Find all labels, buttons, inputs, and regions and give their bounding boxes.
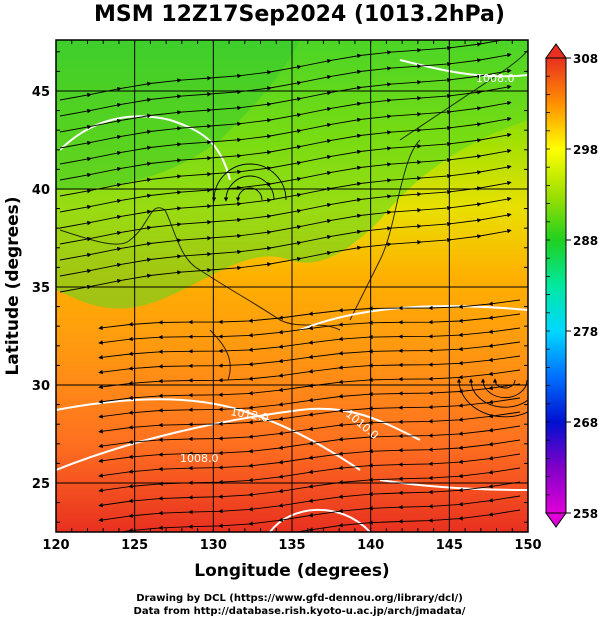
plot-area: 1012.0 1010.0 1008.0 1008.0 <box>56 40 528 532</box>
contour-label-3: 1008.0 <box>180 452 219 465</box>
x-tick-label: 145 <box>436 538 463 553</box>
x-tick-label: 140 <box>357 538 384 553</box>
wind-streamline <box>235 187 263 202</box>
colorbar: 308 298 288 278 268 258 <box>545 43 598 528</box>
footer-credit: Drawing by DCL (https://www.gfd-dennou.o… <box>136 593 463 604</box>
wind-streamline <box>480 378 528 399</box>
colorbar-tick-label: 288 <box>573 234 598 248</box>
y-tick-label: 30 <box>32 379 50 394</box>
chart-title: MSM 12Z17Sep2024 (1013.2hPa) <box>94 2 505 27</box>
y-tick-label: 45 <box>32 85 50 100</box>
y-axis-label: Latitude (degrees) <box>3 196 23 375</box>
colorbar-bottom-arrow <box>545 512 567 528</box>
colorbar-top-arrow <box>545 43 567 59</box>
y-tick-label: 35 <box>32 281 50 296</box>
wind-streamline <box>223 175 275 202</box>
wind-streamline <box>492 378 516 389</box>
x-axis-label: Longitude (degrees) <box>194 561 389 581</box>
wind-streamline <box>98 509 521 532</box>
y-tick-label: 25 <box>32 477 50 492</box>
colorbar-tick-label: 298 <box>573 143 598 157</box>
colorbar-tick-label: 278 <box>573 325 598 339</box>
footer-source: Data from http://database.rish.kyoto-u.a… <box>133 606 466 617</box>
colorbar-tick-label: 308 <box>573 52 598 66</box>
x-tick-label: 130 <box>200 538 227 553</box>
wind-streamline <box>456 378 528 418</box>
y-tick-label: 40 <box>32 183 50 198</box>
x-tick-label: 135 <box>278 538 305 553</box>
x-tick-label: 150 <box>514 538 541 553</box>
x-tick-label: 125 <box>121 538 148 553</box>
wind-streamline <box>468 378 528 408</box>
colorbar-tick-label: 258 <box>573 507 598 521</box>
colorbar-tick-label: 268 <box>573 416 598 430</box>
wind-streamline <box>211 163 287 202</box>
footer: Drawing by DCL (https://www.gfd-dennou.o… <box>0 592 599 618</box>
contour-label-4: 1008.0 <box>476 72 515 85</box>
x-tick-label: 120 <box>42 538 69 553</box>
